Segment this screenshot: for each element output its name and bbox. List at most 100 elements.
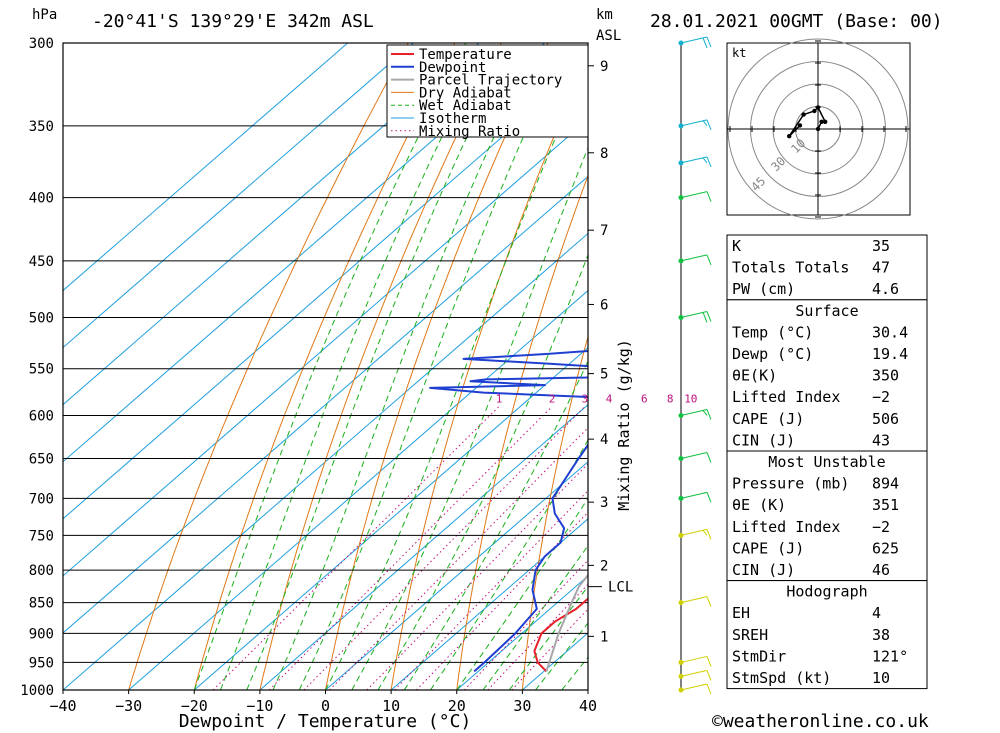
wind-barb-feather [706, 683, 712, 695]
table-row-label: Temp (°C) [732, 323, 813, 341]
wind-barb [678, 36, 712, 49]
pressure-tick-label: 550 [29, 362, 54, 378]
pressure-tick-label: 950 [29, 655, 54, 671]
wind-barb-feather [702, 37, 708, 49]
wind-barb-staff [680, 191, 708, 199]
hpa-unit-label: hPa [32, 7, 57, 23]
isotherm-line [128, 289, 588, 690]
temperature-tick-label: 0 [321, 697, 330, 715]
table-row-value: 30.4 [872, 323, 908, 341]
km-unit-label: km [596, 7, 613, 23]
lcl-label: LCL [608, 580, 633, 596]
mixing-ratio-line [329, 427, 588, 690]
pressure-tick-label: 300 [29, 36, 54, 52]
mixing-ratio-line [268, 406, 553, 690]
legend-entry: Parcel Trajectory [419, 73, 562, 89]
wind-barb-feather [706, 36, 712, 48]
wind-barb [678, 311, 712, 323]
table-row-label: CIN (J) [732, 561, 795, 579]
table-row-value: 4.6 [872, 280, 899, 298]
pressure-tick-label: 350 [29, 119, 54, 135]
pressure-tick-label: 800 [29, 563, 54, 579]
wind-barb [678, 191, 712, 202]
table-row-value: 35 [872, 237, 890, 255]
km-tick-label: 8 [600, 146, 608, 162]
km-tick-label: 9 [600, 59, 608, 75]
wet-adiabat-line [482, 544, 588, 690]
legend-entry: Temperature [419, 47, 512, 63]
hodograph-point [815, 126, 821, 132]
wind-barb-staff [680, 655, 708, 663]
wind-barb-feather [706, 311, 712, 322]
wet-adiabat-line [403, 359, 588, 690]
wind-barb-feather [706, 656, 712, 667]
mixing-ratio-label: 3 [582, 392, 589, 405]
wind-barb-feather [706, 670, 712, 681]
wind-barb-feather [706, 596, 712, 607]
mixing-ratio-label: 2 [549, 392, 556, 405]
wind-barb-feather [702, 529, 708, 536]
km-tick-label: 1 [600, 629, 608, 645]
mixing-ratio-label: 8 [667, 392, 674, 405]
temperature-tick-label: 30 [513, 697, 531, 715]
isotherm-line [63, 43, 545, 463]
isotherm-line [259, 404, 588, 690]
wind-barb-staff [680, 683, 708, 691]
km-tick-label: 4 [600, 432, 608, 448]
isobar-lines [63, 42, 588, 691]
mixing-ratio-axis-title: Mixing Ratio (g/kg) [615, 339, 633, 511]
table-row-value: 10 [872, 669, 890, 687]
wind-barb-feather [706, 119, 712, 131]
isotherm-line [390, 518, 588, 690]
wind-barb [678, 655, 712, 667]
table-row-label: StmDir [732, 647, 786, 665]
index-table [726, 299, 928, 452]
table-row-value: 506 [872, 410, 899, 428]
table-row-label: Lifted Index [732, 388, 840, 406]
hodograph-point [797, 123, 803, 128]
pressure-tick-label: 850 [29, 596, 54, 612]
legend-box [386, 44, 589, 138]
table-row-value: 38 [872, 626, 890, 644]
table-row-label: Totals Totals [732, 259, 849, 277]
isotherm-line [63, 43, 414, 349]
wind-barb [678, 156, 712, 168]
wind-barb-feather [706, 156, 712, 168]
table-row-value: −2 [872, 518, 890, 536]
mixing-ratio-line [212, 406, 500, 690]
wind-barb-staff [680, 596, 708, 604]
legend-entry: Mixing Ratio [419, 124, 520, 140]
wind-barb-feather [706, 191, 712, 202]
pressure-tick-label: 1000 [20, 683, 54, 699]
index-tables: K 35 Totals Totals 47 PW (cm) 4.6 Surface Temp … [726, 234, 928, 690]
skewt-plot: 3003504004505005506006507007508008509009… [20, 36, 1000, 715]
table-row-label: StmSpd (kt) [732, 669, 831, 687]
pressure-tick-label: 450 [29, 254, 54, 270]
dry-adiabat-line [964, 43, 1000, 690]
asl-unit-label: ASL [596, 28, 621, 44]
isotherm-line [63, 232, 588, 690]
wind-barb [678, 596, 712, 607]
table-row-label: K [732, 237, 741, 255]
pressure-tick-label: 600 [29, 408, 54, 424]
wet-adiabat-line [220, 43, 489, 690]
wind-barb [678, 491, 712, 503]
copyright-footer: ©weatheronline.co.uk [712, 711, 929, 732]
wind-barb-feather [702, 157, 708, 164]
pressure-tick-label: 700 [29, 491, 54, 507]
wind-barb-feather [706, 452, 712, 463]
mixing-ratio-label: 4 [606, 392, 613, 405]
axis-labels: 3003504004505005506006507007508008509009… [20, 36, 787, 715]
mixing-ratio-line [463, 559, 588, 690]
hodograph-point [823, 119, 828, 125]
legend-entry: Isotherm [419, 111, 486, 127]
dewpoint-line [429, 350, 588, 673]
wet-adiabat-line [246, 43, 513, 690]
legend-entry: Dewpoint [419, 60, 486, 76]
wind-barb-feather [702, 410, 708, 416]
index-table [726, 450, 928, 582]
x-axis-title: Dewpoint / Temperature (°C) [179, 711, 472, 732]
wind-barb [678, 683, 712, 695]
dry-adiabat-line [128, 43, 409, 690]
